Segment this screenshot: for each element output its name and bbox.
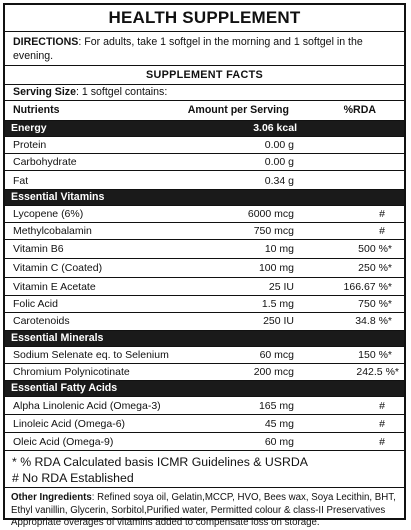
nutrient-name: Alpha Linolenic Acid (Omega-3) (13, 400, 161, 412)
nutrient-rda: # (379, 225, 385, 237)
nutrient-amount: 45 mg (264, 418, 294, 430)
nutrient-rda: # (379, 208, 385, 220)
nutrient-amount: 60 mcg (259, 349, 294, 361)
table-row: Fat 0.34 g (5, 171, 404, 190)
serving-size-label: Serving Size (13, 86, 76, 98)
nutrient-rda: 242.5 %* (356, 366, 399, 378)
nutrient-amount: 0.00 g (264, 139, 294, 151)
table-row: Vitamin C (Coated) 100 mg 250 %* (5, 259, 404, 278)
nutrient-name: Linoleic Acid (Omega-6) (13, 418, 126, 430)
nutrient-amount: 165 mg (258, 400, 294, 412)
table-row: Carbohydrate 0.00 g (5, 154, 404, 171)
nutrient-rda: 500 %* (358, 243, 392, 255)
energy-amount: 3.06 kcal (253, 122, 297, 134)
directions-text: : For adults, take 1 softgel in the morn… (13, 36, 363, 62)
nutrient-name: Lycopene (6%) (13, 208, 84, 220)
table-row: Lycopene (6%) 6000 mcg # (5, 206, 404, 223)
nutrient-rda: 750 %* (358, 298, 392, 310)
nutrient-rda: 250 %* (358, 262, 392, 274)
table-row: Chromium Polynicotinate 200 mcg 242.5 %* (5, 364, 404, 381)
nutrient-name: Vitamin B6 (13, 243, 64, 255)
rda-footnote: * % RDA Calculated basis ICMR Guidelines… (12, 455, 308, 469)
directions-label: DIRECTIONS (13, 36, 79, 48)
nutrient-amount: 100 mg (258, 262, 294, 274)
energy-name: Energy (11, 122, 47, 134)
fatty-acids-section-heading: Essential Fatty Acids (5, 381, 404, 397)
nutrient-amount: 10 mg (264, 243, 294, 255)
table-row: Linoleic Acid (Omega-6) 45 mg # (5, 415, 404, 433)
nutrient-amount: 0.00 g (264, 156, 294, 168)
nutrient-amount: 750 mcg (253, 225, 294, 237)
ingredients-footer: Appropriate overages of vitamins added t… (11, 517, 320, 529)
nutrient-rda: # (379, 436, 385, 448)
nutrient-rda: # (379, 400, 385, 412)
nutrient-name: Chromium Polynicotinate (13, 366, 130, 378)
table-row: Methylcobalamin 750 mcg # (5, 223, 404, 240)
table-row: Alpha Linolenic Acid (Omega-3) 165 mg # (5, 397, 404, 415)
ingredients-section: Other Ingredients: Refined soya oil, Gel… (5, 488, 404, 530)
table-row: Carotenoids 250 IU 34.8 %* (5, 313, 404, 331)
table-row: Protein 0.00 g (5, 137, 404, 154)
table-row: Vitamin B6 10 mg 500 %* (5, 240, 404, 259)
nutrient-name: Protein (13, 139, 47, 151)
label-title: HEALTH SUPPLEMENT (5, 5, 404, 32)
nutrient-amount: 60 mg (264, 436, 294, 448)
nutrient-amount: 0.34 g (264, 175, 294, 187)
no-rda-footnote: # No RDA Established (5, 470, 404, 488)
supplement-facts-heading: SUPPLEMENT FACTS (5, 66, 404, 85)
nutrient-rda: # (379, 418, 385, 430)
table-header: Nutrients Amount per Serving %RDA (5, 101, 404, 121)
nutrient-amount: 200 mcg (253, 366, 294, 378)
minerals-section-heading: Essential Minerals (5, 331, 404, 347)
directions-section: DIRECTIONS: For adults, take 1 softgel i… (5, 32, 404, 66)
nutrient-name: Carbohydrate (13, 156, 77, 168)
nutrient-name: Carotenoids (13, 315, 70, 327)
nutrient-amount: 25 IU (268, 281, 294, 293)
header-rda: %RDA (343, 104, 376, 116)
table-row: Vitamin E Acetate 25 IU 166.67 %* (5, 278, 404, 296)
nutrient-amount: 6000 mcg (247, 208, 294, 220)
nutrient-name: Sodium Selenate eq. to Selenium (13, 349, 169, 361)
ingredients-label: Other Ingredients (11, 492, 92, 503)
nutrient-name: Oleic Acid (Omega-9) (13, 436, 114, 448)
header-nutrients: Nutrients (13, 104, 60, 116)
supplement-label: HEALTH SUPPLEMENT DIRECTIONS: For adults… (3, 3, 406, 528)
table-row: Folic Acid 1.5 mg 750 %* (5, 296, 404, 313)
vitamins-section-heading: Essential Vitamins (5, 190, 404, 206)
table-row: Sodium Selenate eq. to Selenium 60 mcg 1… (5, 347, 404, 364)
nutrient-name: Vitamin C (Coated) (13, 262, 103, 274)
header-amount: Amount per Serving (187, 104, 289, 116)
energy-row: Energy 3.06 kcal (5, 121, 404, 137)
nutrient-rda: 150 %* (358, 349, 392, 361)
ingredients-text: : Refined soya oil, Gelatin,MCCP, HVO, B… (11, 492, 396, 516)
table-row: Oleic Acid (Omega-9) 60 mg # (5, 433, 404, 451)
nutrient-name: Fat (13, 175, 29, 187)
serving-size-text: : 1 softgel contains: (76, 86, 168, 98)
nutrient-name: Vitamin E Acetate (13, 281, 96, 293)
nutrient-name: Methylcobalamin (13, 225, 92, 237)
nutrient-amount: 1.5 mg (261, 298, 294, 310)
serving-size: Serving Size: 1 softgel contains: (5, 85, 404, 101)
nutrient-name: Folic Acid (13, 298, 58, 310)
nutrient-rda: 34.8 %* (355, 315, 392, 327)
nutrient-amount: 250 IU (263, 315, 294, 327)
nutrient-rda: 166.67 %* (343, 281, 392, 293)
